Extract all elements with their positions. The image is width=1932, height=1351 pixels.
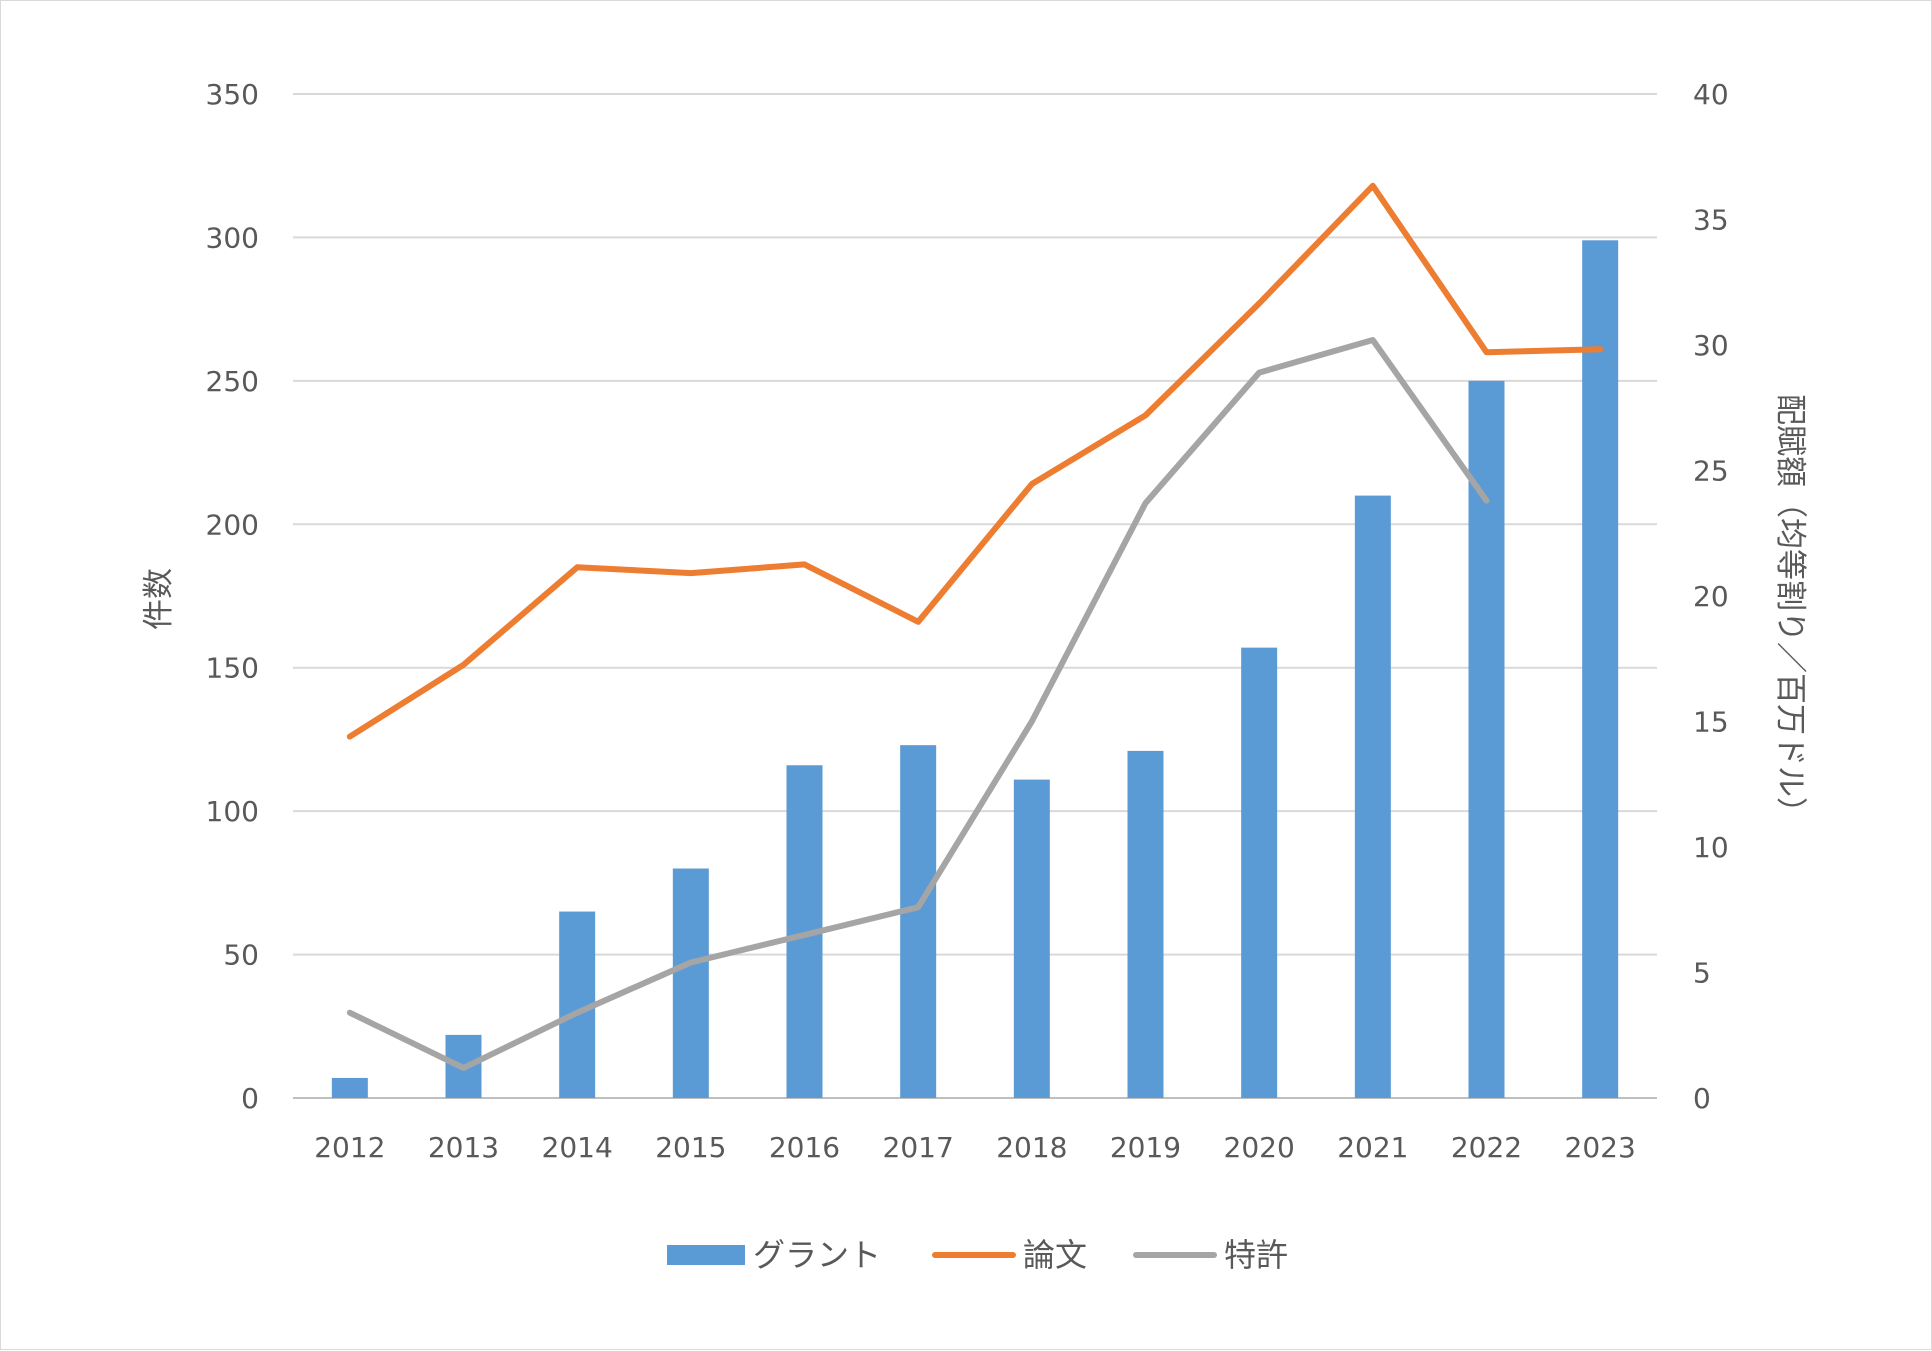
- legend-label: 論文: [1023, 1236, 1087, 1274]
- y-right-tick-label: 5: [1693, 957, 1711, 990]
- x-tick-label: 2015: [655, 1131, 726, 1164]
- bar-series: [331, 240, 1619, 1099]
- y-left-tick-label: 150: [206, 652, 259, 685]
- y-right-axis-title: 配賦額（均等割り／百万ドル）: [1772, 394, 1808, 828]
- y-left-tick-label: 0: [241, 1082, 259, 1115]
- line-series-2: [346, 337, 1490, 1071]
- x-tick-label: 2016: [769, 1131, 840, 1164]
- line-series-1: [346, 182, 1604, 740]
- x-tick-label: 2020: [1224, 1131, 1295, 1164]
- x-tick-label: 2018: [996, 1131, 1067, 1164]
- bar-grant-2021: [1354, 495, 1391, 1099]
- x-tick-label: 2021: [1337, 1131, 1408, 1164]
- y-left-tick-label: 350: [206, 78, 259, 111]
- bar-grant-2012: [331, 1077, 368, 1098]
- bar-grant-2022: [1468, 380, 1505, 1098]
- legend-label: グラント: [753, 1236, 881, 1274]
- y-right-tick-label: 10: [1693, 831, 1729, 864]
- x-tick-label: 2013: [428, 1131, 499, 1164]
- y-right-tick-label: 0: [1693, 1082, 1711, 1115]
- x-tick-label: 2017: [883, 1131, 954, 1164]
- legend: グラント 論文 特許: [667, 1236, 1288, 1274]
- legend-marker-grant: [667, 1245, 745, 1265]
- legend-label: 特許: [1224, 1236, 1288, 1274]
- bar-grant-2023: [1582, 240, 1619, 1099]
- bar-grant-2017: [900, 745, 937, 1098]
- line-series: [346, 182, 1604, 1071]
- y-left-tick-label: 250: [206, 365, 259, 398]
- x-tick-label: 2014: [542, 1131, 613, 1164]
- bar-grant-2018: [1013, 779, 1050, 1098]
- y-right-tick-label: 30: [1693, 329, 1729, 362]
- y-right-tick-label: 40: [1693, 78, 1729, 111]
- y-left-tick-label: 200: [206, 508, 259, 541]
- x-tick-label: 2023: [1565, 1131, 1636, 1164]
- x-tick-label: 2019: [1110, 1131, 1181, 1164]
- y-left-tick-label: 50: [223, 939, 259, 972]
- x-tick-label: 2022: [1451, 1131, 1522, 1164]
- axes: 0 50 100 150 200 250 300 350 0 5 10 15 20 25 30 35 40 201…: [206, 78, 1729, 1164]
- x-tick-label: 2012: [314, 1131, 385, 1164]
- y-left-tick-label: 100: [206, 795, 259, 828]
- bar-grant-2020: [1241, 647, 1278, 1098]
- gridlines: [293, 93, 1657, 1099]
- bar-grant-2015: [672, 868, 709, 1098]
- y-right-tick-label: 25: [1693, 455, 1729, 488]
- bar-grant-2019: [1127, 750, 1164, 1098]
- y-right-tick-label: 20: [1693, 580, 1729, 613]
- y-left-axis-title: 件数: [141, 568, 177, 630]
- y-left-tick-label: 300: [206, 221, 259, 254]
- y-right-tick-label: 15: [1693, 706, 1729, 739]
- y-right-tick-label: 35: [1693, 204, 1729, 237]
